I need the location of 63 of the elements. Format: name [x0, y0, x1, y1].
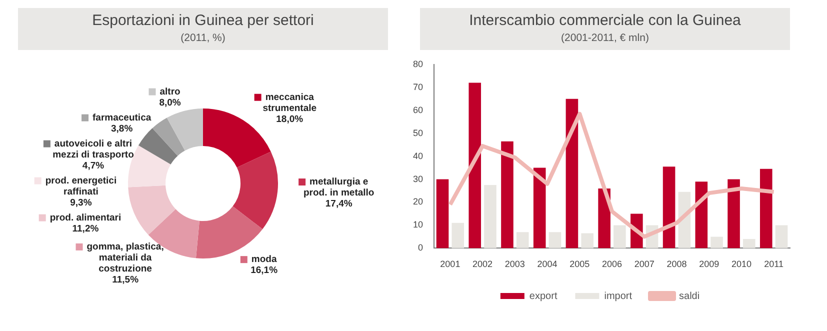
- y-tick-label: 20: [412, 196, 424, 207]
- chart-title: Esportazioni in Guinea per settori: [91, 12, 315, 29]
- legend-label: prod. energetici raffinati: [45, 175, 117, 198]
- bar: [452, 222, 464, 248]
- legend-label: export: [529, 290, 558, 302]
- bar: [598, 188, 610, 248]
- legend-label: gomma, plastica, materiali da costruzione: [86, 242, 164, 275]
- legend-label: moda: [251, 254, 278, 266]
- x-tick-label: 2011: [764, 259, 784, 270]
- chart-title: Interscambio commerciale con la Guinea: [468, 12, 742, 29]
- y-tick-label: 10: [412, 220, 424, 230]
- bar: [581, 233, 594, 248]
- y-tick-label: 60: [412, 104, 424, 115]
- bar: [614, 225, 626, 248]
- x-tick-label: 2004: [537, 259, 558, 270]
- data-label: 4,7%: [82, 160, 105, 172]
- x-tick-label: 2002: [472, 259, 493, 270]
- chart-subtitle: (2001-2011, € mln): [560, 32, 650, 44]
- bar: [760, 168, 772, 248]
- bar: [775, 225, 788, 248]
- data-label: 18,0%: [276, 114, 304, 125]
- x-tick-label: 2008: [666, 259, 687, 270]
- bar: [662, 166, 676, 248]
- x-tick-label: 2001: [440, 259, 460, 270]
- legend-label: saldi: [679, 290, 700, 302]
- data-label: 11,2%: [72, 223, 100, 234]
- bar: [548, 232, 562, 248]
- bar: [484, 185, 496, 248]
- chart-subtitle: (2011, %): [180, 32, 226, 44]
- legend-label: import: [604, 290, 632, 302]
- legend-label: prod. alimentari: [50, 212, 122, 224]
- x-tick-label: 2005: [570, 259, 590, 270]
- x-tick-label: 2007: [634, 259, 654, 270]
- bar: [742, 239, 756, 248]
- bar: [516, 232, 529, 248]
- y-tick-label: 50: [412, 128, 424, 138]
- y-tick-label: 70: [412, 82, 424, 92]
- legend-label: autoveicoli e altri mezzi di trasporto: [52, 138, 134, 160]
- x-tick-label: 2010: [731, 259, 752, 270]
- x-tick-label: 2009: [699, 259, 720, 270]
- data-label: 8,0%: [159, 97, 182, 108]
- bar: [501, 141, 514, 248]
- bar: [468, 82, 482, 248]
- data-label: 9,3%: [70, 197, 92, 208]
- bar: [566, 98, 578, 248]
- y-tick-label: 30: [412, 174, 424, 184]
- legend-label: metallurgia e prod. in metallo: [303, 176, 374, 199]
- data-label: 11,5%: [112, 274, 140, 286]
- x-tick-label: 2003: [504, 259, 525, 270]
- data-label: 3,8%: [111, 123, 134, 134]
- bar: [533, 168, 546, 248]
- bar: [710, 236, 723, 248]
- bar: [728, 179, 740, 248]
- y-tick-label: 80: [412, 58, 424, 69]
- data-label: 16,1%: [250, 265, 278, 276]
- y-tick-label: 40: [412, 150, 424, 161]
- legend-label: farmaceutica: [92, 112, 152, 124]
- x-tick-label: 2006: [602, 259, 622, 270]
- data-label: 17,4%: [325, 198, 353, 210]
- y-tick-label: 0: [418, 242, 424, 253]
- bar: [436, 179, 449, 248]
- legend-label: altro: [160, 86, 181, 98]
- legend-label: meccanica strumentale: [262, 92, 317, 114]
